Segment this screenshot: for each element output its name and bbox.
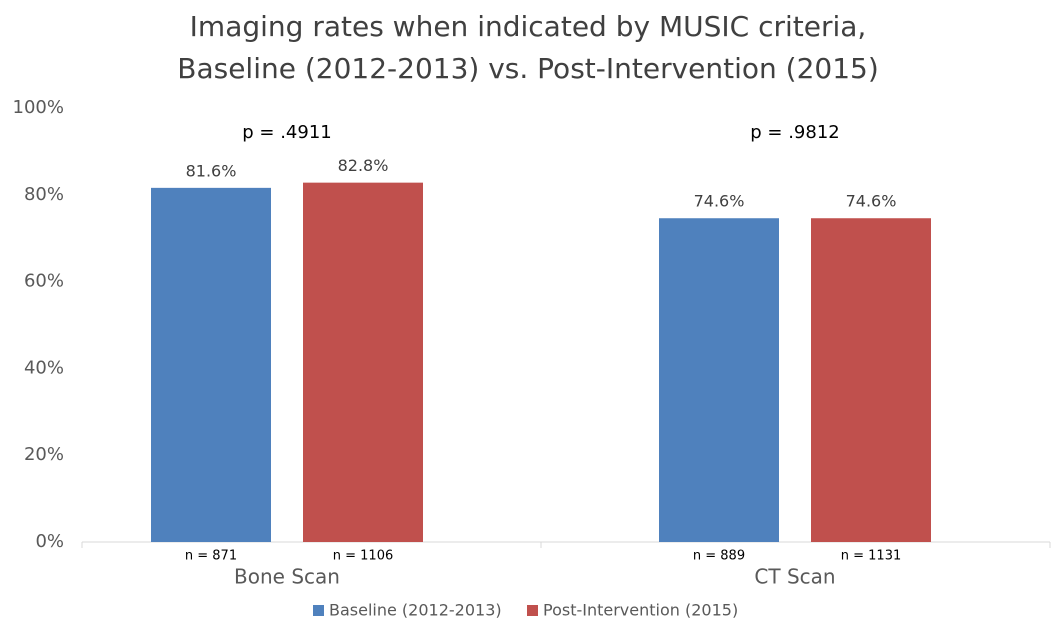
x-tick-label: CT Scan bbox=[754, 565, 835, 589]
value-label: 74.6% bbox=[694, 192, 745, 211]
legend-swatch bbox=[527, 605, 538, 616]
annotation: p = .4911 bbox=[242, 122, 331, 143]
bar bbox=[659, 218, 779, 542]
y-tick-label: 60% bbox=[24, 271, 64, 292]
value-label: 81.6% bbox=[186, 161, 237, 180]
legend-label: Baseline (2012-2013) bbox=[329, 601, 502, 620]
y-tick-label: 100% bbox=[13, 97, 64, 118]
y-tick-label: 20% bbox=[24, 444, 64, 465]
y-tick-label: 80% bbox=[24, 184, 64, 205]
y-tick-label: 40% bbox=[24, 357, 64, 378]
legend-swatch bbox=[313, 605, 324, 616]
n-label: n = 1106 bbox=[333, 549, 393, 564]
y-tick-label: 0% bbox=[35, 531, 64, 552]
n-label: n = 889 bbox=[693, 549, 745, 564]
bar bbox=[151, 187, 271, 542]
bar bbox=[303, 182, 423, 542]
bar bbox=[811, 218, 931, 542]
value-label: 74.6% bbox=[846, 192, 897, 211]
n-label: n = 871 bbox=[185, 549, 237, 564]
legend-label: Post-Intervention (2015) bbox=[543, 601, 738, 620]
x-tick-label: Bone Scan bbox=[234, 565, 340, 589]
n-label: n = 1131 bbox=[841, 549, 901, 564]
chart-title: Imaging rates when indicated by MUSIC cr… bbox=[190, 10, 867, 43]
annotation: p = .9812 bbox=[750, 122, 839, 143]
chart-title: Baseline (2012-2013) vs. Post-Interventi… bbox=[177, 52, 879, 85]
value-label: 82.8% bbox=[338, 156, 389, 175]
